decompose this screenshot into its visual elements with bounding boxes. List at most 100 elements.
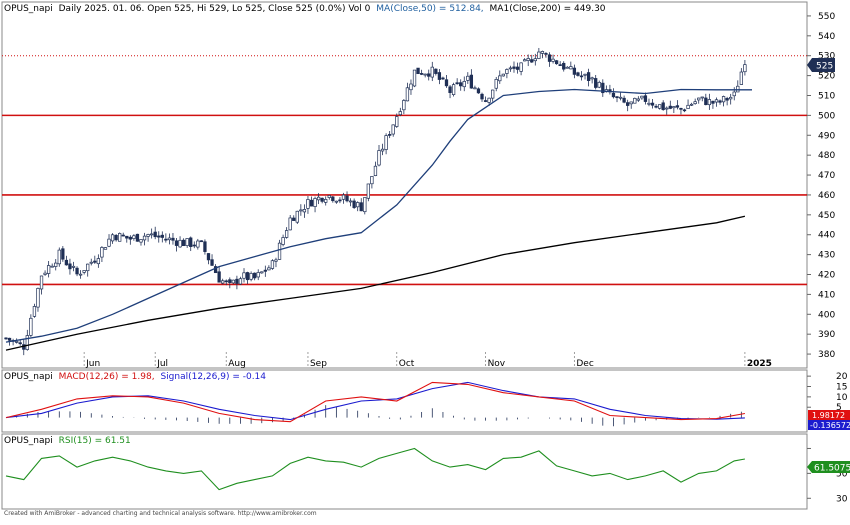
- candle-body: [657, 104, 662, 109]
- candle-body: [370, 176, 374, 185]
- candle-body: [505, 69, 509, 74]
- candle-body: [473, 87, 477, 90]
- candle-body: [327, 195, 331, 198]
- candle-body: [721, 96, 726, 103]
- price-y-tick-label: 430: [818, 251, 835, 261]
- candle-body: [739, 71, 743, 85]
- candle-body: [547, 54, 552, 62]
- candle-body: [601, 82, 605, 94]
- candle-body: [121, 234, 125, 237]
- candle-body: [242, 272, 246, 279]
- rsi-y-axis: 30 50: [807, 447, 848, 504]
- candle-body: [18, 342, 22, 345]
- macd-line: [5, 381, 745, 423]
- candle-body: [483, 100, 488, 102]
- candle-body: [292, 217, 296, 221]
- candle-body: [427, 73, 431, 77]
- footer-credit: Created with AmiBroker - advanced charti…: [4, 510, 317, 517]
- candle-body: [86, 263, 90, 272]
- candle-body: [206, 253, 211, 261]
- rsi-label: RSI(15) = 61.51: [59, 436, 131, 446]
- candle-body: [171, 237, 175, 241]
- candle-body: [423, 73, 427, 76]
- price-x-tick-label: Jun: [85, 359, 100, 369]
- candle-body: [480, 93, 484, 100]
- candle-body: [54, 262, 58, 267]
- candle-body: [654, 105, 658, 108]
- candle-body: [313, 198, 317, 207]
- candle-body: [334, 200, 339, 203]
- candle-body: [501, 73, 505, 77]
- candle-body: [444, 79, 449, 87]
- candle-body: [210, 259, 214, 266]
- candle-body: [260, 271, 264, 274]
- candle-body: [569, 66, 573, 70]
- svg-text:OPUS_napi MACD(12,26): OPUS_napi MACD(12,26) = 1.98, Signal(12,…: [4, 372, 266, 382]
- candle-body: [64, 259, 69, 266]
- candle-body: [704, 97, 708, 106]
- candle-body: [164, 238, 168, 241]
- candle-body: [562, 62, 566, 70]
- price-plot-frame: [1, 1, 808, 369]
- price-x-tick-label: Aug: [228, 359, 246, 369]
- macd-plot-frame: [1, 369, 808, 433]
- macd-y-tick-label: 5: [836, 403, 842, 413]
- candle-body: [441, 77, 445, 80]
- candle-body: [103, 247, 108, 250]
- candle-body: [46, 265, 51, 274]
- candle-body: [356, 202, 360, 208]
- rsi-y-tick-label: 30: [836, 494, 848, 504]
- candle-body: [299, 209, 303, 212]
- candle-body: [36, 288, 40, 308]
- candle-body: [491, 89, 495, 99]
- candle-body: [579, 75, 584, 78]
- candle-body: [469, 74, 474, 89]
- candle-body: [643, 95, 648, 102]
- candle-body: [235, 278, 239, 284]
- candle-body: [302, 209, 307, 213]
- signal-tag: -0.136572: [808, 420, 850, 430]
- candle-body: [405, 87, 410, 102]
- candle-body: [494, 79, 498, 89]
- candle-body: [668, 105, 672, 109]
- candle-body: [57, 249, 61, 265]
- candle-body: [611, 92, 616, 98]
- ma50-line: [5, 88, 752, 343]
- candle-body: [693, 101, 697, 105]
- candle-body: [633, 97, 637, 104]
- candle-body: [476, 88, 481, 94]
- candle-body: [316, 196, 321, 201]
- candle-body: [39, 275, 44, 290]
- candle-body: [181, 239, 186, 247]
- signal-label: Signal(12,26,9) = -0.14: [160, 372, 266, 382]
- candle-body: [522, 59, 527, 62]
- price-x-tick-label: Jul: [156, 359, 168, 369]
- candle-body: [487, 97, 491, 103]
- price-x-axis: Jun Jul Aug Sep Oct Nov Dec 2025: [83, 352, 772, 369]
- candle-body: [583, 73, 587, 76]
- svg-text:OPUS_napi Daily 2025.: OPUS_napi Daily 2025. 01. 06. Open 525, …: [4, 4, 606, 14]
- candle-body: [526, 58, 530, 61]
- svg-text:OPUS_napi RSI(15) = 61: OPUS_napi RSI(15) = 61.51: [4, 436, 131, 446]
- candle-body: [139, 239, 143, 243]
- candle-body: [626, 102, 630, 106]
- candle-body: [675, 105, 680, 108]
- candle-body: [700, 96, 704, 99]
- candle-body: [75, 267, 79, 275]
- candle-body: [377, 150, 381, 166]
- candle-body: [100, 247, 104, 258]
- candle-body: [711, 100, 715, 104]
- candle-body: [586, 72, 591, 81]
- candle-body: [61, 248, 65, 260]
- candle-body: [554, 60, 559, 65]
- candle-body: [185, 238, 189, 246]
- candle-body: [25, 335, 29, 350]
- candle-body: [650, 102, 655, 106]
- price-horizontal-lines: [2, 55, 807, 286]
- candle-body: [594, 78, 598, 88]
- candle-body: [352, 200, 356, 208]
- candle-body: [167, 237, 172, 241]
- candle-body: [707, 99, 712, 106]
- rsi-plot-frame: [1, 433, 808, 510]
- price-x-tick-label: Sep: [310, 359, 327, 369]
